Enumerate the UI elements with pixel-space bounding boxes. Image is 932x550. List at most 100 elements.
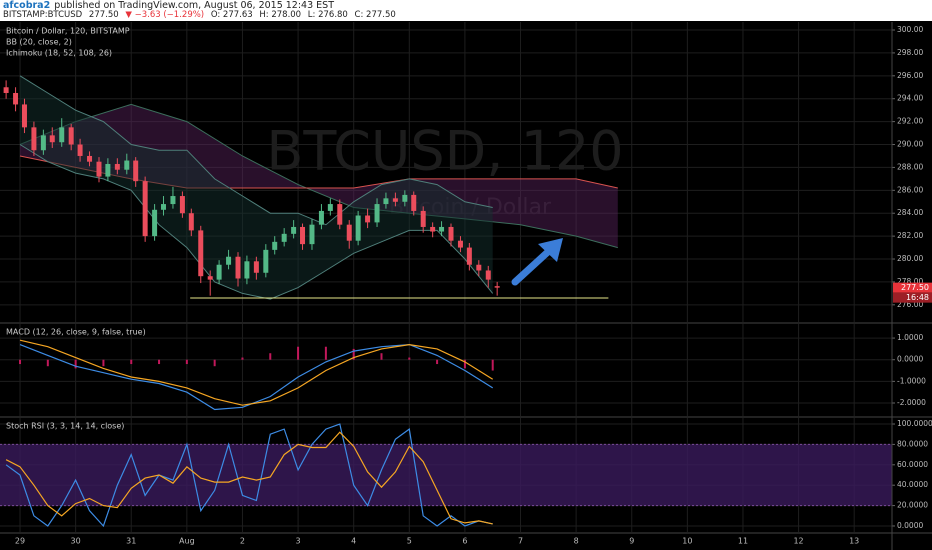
candle-body — [420, 210, 426, 227]
histogram-bar — [352, 348, 355, 360]
macd-line — [19, 339, 494, 406]
candle-body — [402, 194, 408, 202]
arrow — [511, 238, 563, 286]
y-tick-label: -1.0000 — [897, 376, 926, 385]
y-tick-label: 60.0000 — [897, 460, 928, 469]
author[interactable]: afcobra2 — [3, 0, 51, 11]
candle-body — [59, 127, 65, 143]
candle-body — [374, 204, 380, 223]
countdown: 16:48 — [906, 293, 929, 302]
x-tick-label: 13 — [849, 537, 859, 546]
candle-body — [170, 196, 176, 205]
candle-body — [49, 135, 55, 143]
candle-body — [179, 196, 185, 214]
candle-body — [142, 181, 148, 237]
x-tick-label: 9 — [629, 537, 634, 546]
histogram-bar — [297, 346, 300, 360]
candle-body — [21, 104, 27, 128]
candle-body — [124, 160, 130, 170]
candle-body — [383, 198, 389, 205]
legend: Ichimoku (18, 52, 108, 26) — [6, 49, 112, 58]
y-tick-label: 276.00 — [897, 300, 923, 309]
candle-body — [133, 160, 139, 182]
legend: BB (20, close, 2) — [6, 38, 72, 47]
arrow-shaft — [511, 246, 554, 286]
candle-body — [87, 155, 93, 162]
x-tick-label: 29 — [15, 537, 25, 546]
legend: Stoch RSI (3, 3, 14, 14, close) — [6, 422, 124, 431]
y-tick-label: 300.00 — [897, 25, 923, 34]
candle-body — [253, 261, 259, 273]
candle-body — [207, 276, 213, 280]
x-tick-label: 11 — [738, 537, 748, 546]
y-tick-label: 20.0000 — [897, 501, 928, 510]
y-tick-label: 40.0000 — [897, 480, 928, 489]
stoch-line — [5, 423, 493, 528]
candle-body — [114, 163, 120, 170]
x-tick-label: 3 — [296, 537, 301, 546]
candle-body — [198, 230, 204, 277]
candle-body — [244, 261, 250, 279]
arrow-head — [538, 238, 563, 262]
y-tick-label: -2.0000 — [897, 398, 926, 407]
candle-body — [160, 204, 166, 210]
candle-body — [291, 226, 297, 234]
candle-body — [235, 256, 241, 279]
y-tick-label: 0.0000 — [897, 355, 923, 364]
y-tick-label: 280.00 — [897, 254, 923, 263]
histogram-bar — [185, 359, 188, 365]
candle-body — [31, 127, 37, 151]
y-tick-label: 1.0000 — [897, 333, 923, 342]
candle-body — [216, 264, 222, 280]
ohlc: O: 277.63 — [210, 10, 253, 20]
watermark: BTCUSD, 120 — [266, 120, 623, 183]
y-tick-label: 294.00 — [897, 94, 923, 103]
y-tick-label: 296.00 — [897, 71, 923, 80]
candle-body — [300, 226, 306, 245]
histogram-bar — [46, 359, 49, 367]
candle-body — [96, 161, 102, 177]
y-tick-label: 284.00 — [897, 208, 923, 217]
y-tick-label: 282.00 — [897, 231, 923, 240]
candle-body — [152, 209, 158, 237]
candle-body — [439, 226, 445, 232]
candle-body — [392, 198, 398, 202]
y-tick-label: 278.00 — [897, 277, 923, 286]
price: 277.50 — [88, 10, 119, 20]
bollinger-fill — [20, 75, 493, 300]
candle-body — [355, 215, 361, 241]
x-tick-label: 5 — [407, 537, 412, 546]
histogram-bar — [436, 359, 439, 365]
x-tick-label: 31 — [126, 537, 136, 546]
last-price-label: 277.50 — [901, 283, 929, 292]
legend: MACD (12, 26, close, 9, false, true) — [6, 328, 146, 337]
macd-line — [19, 343, 494, 411]
candle-body — [494, 286, 500, 288]
candle-body — [68, 127, 74, 145]
histogram-bar — [130, 359, 133, 365]
candle-body — [327, 204, 333, 211]
histogram-bar — [241, 357, 244, 360]
x-tick-label: 8 — [574, 537, 579, 546]
histogram-bar — [74, 359, 77, 369]
bollinger-upper — [19, 75, 493, 226]
candle-body — [3, 87, 9, 93]
candle-body — [272, 241, 278, 250]
header: afcobra2 published on TradingView.com, Au… — [0, 0, 932, 21]
candle-body — [309, 224, 315, 245]
header-line: BITSTAMP:BTCUSD 277.50 ▼ −3.63 (−1.29%) … — [3, 10, 400, 20]
histogram-bar — [324, 346, 327, 360]
histogram-bar — [269, 353, 272, 360]
y-tick-label: 292.00 — [897, 117, 923, 126]
ohlc: L: 276.80 — [307, 10, 348, 20]
y-tick-label: 286.00 — [897, 185, 923, 194]
y-tick-label: 290.00 — [897, 140, 923, 149]
x-tick-label: 12 — [793, 537, 803, 546]
candle-body — [13, 92, 19, 105]
x-tick-label: Aug — [179, 537, 195, 546]
y-tick-label: 288.00 — [897, 162, 923, 171]
candle-body — [188, 213, 194, 231]
candle-body — [77, 144, 83, 156]
